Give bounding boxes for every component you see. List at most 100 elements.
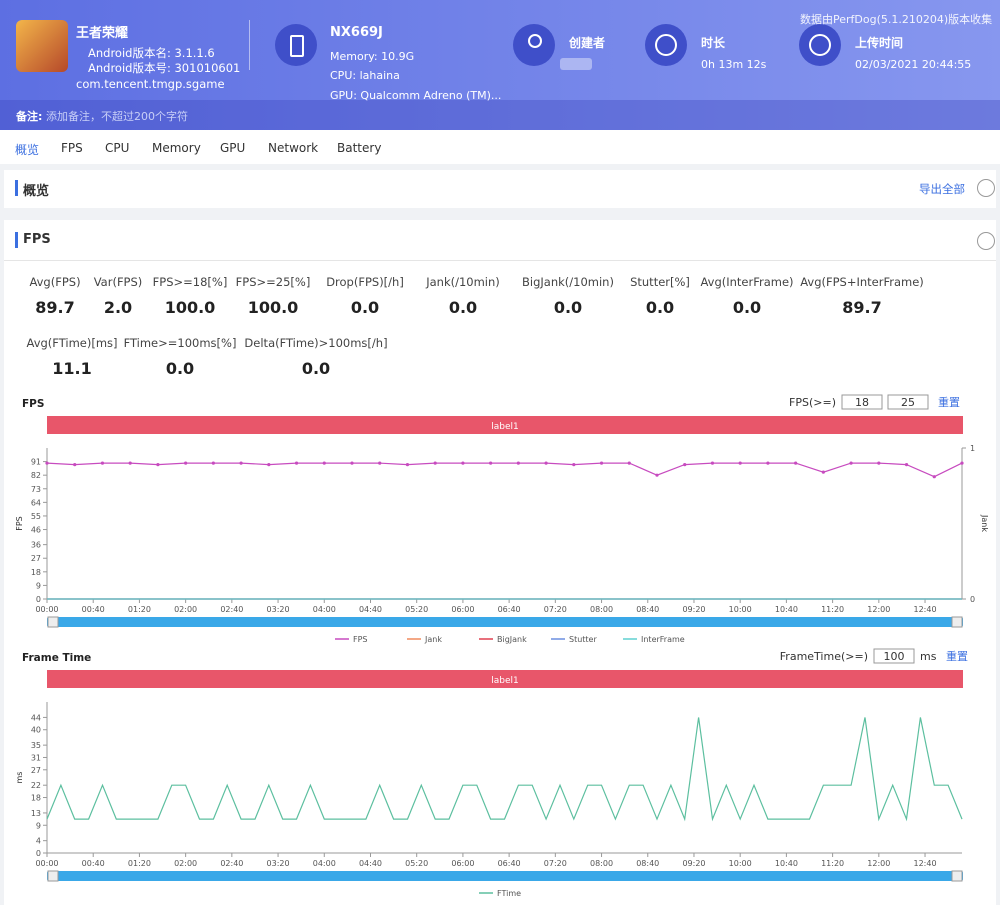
y-tick-label: 46 xyxy=(31,526,41,535)
y-tick-label: 18 xyxy=(31,794,41,803)
y-tick-label: 0 xyxy=(36,595,41,604)
x-tick-label: 05:20 xyxy=(405,605,428,614)
x-tick-label: 02:00 xyxy=(174,605,197,614)
y-tick-label: 40 xyxy=(31,726,41,735)
x-tick-label: 04:40 xyxy=(359,605,382,614)
legend-label: InterFrame xyxy=(641,635,685,644)
x-tick-label: 02:40 xyxy=(220,859,243,868)
y-tick-label: 9 xyxy=(36,581,41,590)
point xyxy=(960,462,963,465)
x-tick-label: 10:00 xyxy=(729,859,752,868)
x-tick-label: 08:00 xyxy=(590,859,613,868)
chart-title: FPS xyxy=(22,398,44,410)
point xyxy=(406,463,409,466)
x-tick-label: 04:00 xyxy=(313,605,336,614)
x-tick-label: 03:20 xyxy=(267,605,290,614)
point xyxy=(877,462,880,465)
x-tick-label: 11:20 xyxy=(821,605,844,614)
x-tick-label: 06:00 xyxy=(451,605,474,614)
x-tick-label: 01:20 xyxy=(128,859,151,868)
point xyxy=(822,471,825,474)
y-tick-label: 44 xyxy=(31,713,41,722)
point xyxy=(129,462,132,465)
y-tick-label: 4 xyxy=(36,837,41,846)
x-tick-label: 09:20 xyxy=(682,859,705,868)
x-tick-label: 00:00 xyxy=(35,605,58,614)
point xyxy=(683,463,686,466)
y-tick-label: 18 xyxy=(31,568,41,577)
point xyxy=(655,474,658,477)
y-tick-label: 27 xyxy=(31,766,41,775)
point xyxy=(905,463,908,466)
zoom-slider[interactable] xyxy=(47,617,963,627)
x-tick-label: 00:40 xyxy=(82,605,105,614)
y-tick-label: 91 xyxy=(31,458,41,467)
x-tick-label: 06:00 xyxy=(451,859,474,868)
y-tick-label: 55 xyxy=(31,512,41,521)
x-tick-label: 08:40 xyxy=(636,605,659,614)
zoom-slider[interactable] xyxy=(47,871,963,881)
x-tick-label: 10:00 xyxy=(729,605,752,614)
x-tick-label: 11:20 xyxy=(821,859,844,868)
legend-label: Jank xyxy=(424,635,442,644)
point xyxy=(101,462,104,465)
x-tick-label: 08:40 xyxy=(636,859,659,868)
y-axis-label: FPS xyxy=(15,516,24,531)
threshold-value: 25 xyxy=(901,396,915,409)
point xyxy=(794,462,797,465)
point xyxy=(544,462,547,465)
x-tick-label: 09:20 xyxy=(682,605,705,614)
y-tick-label: 22 xyxy=(31,781,41,790)
x-tick-label: 10:40 xyxy=(775,605,798,614)
x-tick-label: 07:20 xyxy=(544,859,567,868)
x-tick-label: 12:40 xyxy=(913,605,936,614)
point xyxy=(323,462,326,465)
y-tick-label: 27 xyxy=(31,554,41,563)
y-tick-label: 35 xyxy=(31,741,41,750)
slider-handle[interactable] xyxy=(952,617,962,627)
y2-tick-label: 0 xyxy=(970,595,975,604)
x-tick-label: 08:00 xyxy=(590,605,613,614)
y-tick-label: 13 xyxy=(31,809,41,818)
reset-button[interactable]: 重置 xyxy=(938,395,960,409)
band-label: label1 xyxy=(491,422,519,432)
x-tick-label: 04:40 xyxy=(359,859,382,868)
threshold-label: FrameTime(>=) xyxy=(780,650,868,663)
x-tick-label: 02:40 xyxy=(220,605,243,614)
reset-button[interactable]: 重置 xyxy=(946,649,968,663)
point xyxy=(711,462,714,465)
band-label: label1 xyxy=(491,676,519,686)
point xyxy=(156,463,159,466)
x-tick-label: 12:00 xyxy=(867,859,890,868)
series-line xyxy=(47,463,962,477)
slider-handle[interactable] xyxy=(48,871,58,881)
point xyxy=(933,475,936,478)
x-tick-label: 07:20 xyxy=(544,605,567,614)
threshold-unit: ms xyxy=(920,650,937,663)
x-tick-label: 04:00 xyxy=(313,859,336,868)
y-tick-label: 9 xyxy=(36,821,41,830)
legend-label: FPS xyxy=(353,635,368,644)
point xyxy=(628,462,631,465)
y-tick-label: 73 xyxy=(31,485,41,494)
x-tick-label: 12:00 xyxy=(867,605,890,614)
slider-handle[interactable] xyxy=(48,617,58,627)
point xyxy=(461,462,464,465)
y2-tick-label: 1 xyxy=(970,444,975,453)
y2-axis-label: Jank xyxy=(980,514,989,532)
y-tick-label: 36 xyxy=(31,541,41,550)
x-tick-label: 03:20 xyxy=(267,859,290,868)
legend-label: Stutter xyxy=(569,635,597,644)
point xyxy=(267,463,270,466)
x-tick-label: 12:40 xyxy=(913,859,936,868)
legend-label: BigJank xyxy=(497,635,527,644)
series-line xyxy=(47,717,962,819)
threshold-value: 100 xyxy=(884,650,905,663)
point xyxy=(766,462,769,465)
x-tick-label: 06:40 xyxy=(498,605,521,614)
point xyxy=(295,462,298,465)
slider-handle[interactable] xyxy=(952,871,962,881)
point xyxy=(239,462,242,465)
x-tick-label: 00:00 xyxy=(35,859,58,868)
